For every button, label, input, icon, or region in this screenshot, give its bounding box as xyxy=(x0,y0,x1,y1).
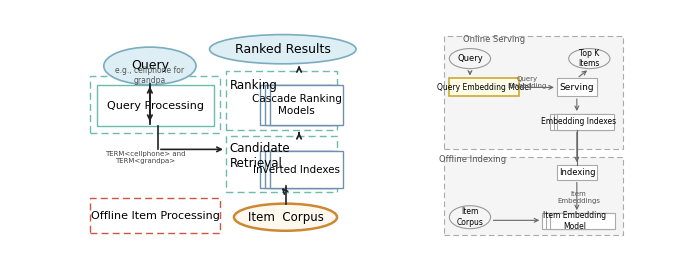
Text: Online Serving: Online Serving xyxy=(463,35,526,44)
Text: Candidate
Retrieval: Candidate Retrieval xyxy=(230,142,290,170)
Bar xyxy=(226,136,337,192)
Text: Ranking: Ranking xyxy=(230,79,277,92)
Text: TERM<cellphone> and
TERM<grandpa>: TERM<cellphone> and TERM<grandpa> xyxy=(105,151,186,164)
Bar xyxy=(554,114,610,130)
Text: Query Processing: Query Processing xyxy=(107,101,204,111)
Ellipse shape xyxy=(234,204,337,231)
Ellipse shape xyxy=(104,47,196,85)
Text: e.g., cellphone for
grandpa: e.g., cellphone for grandpa xyxy=(116,66,184,85)
Ellipse shape xyxy=(209,35,356,64)
Text: Query
Embedding: Query Embedding xyxy=(508,76,547,89)
Bar xyxy=(542,213,607,229)
Text: Indexing: Indexing xyxy=(559,168,596,177)
Bar xyxy=(449,78,519,96)
Bar xyxy=(546,213,611,229)
Ellipse shape xyxy=(449,206,491,229)
Bar xyxy=(556,165,598,180)
Text: Query Embedding Model: Query Embedding Model xyxy=(437,83,531,92)
Bar xyxy=(270,151,343,188)
Bar xyxy=(97,85,214,126)
Text: Inverted Indexes: Inverted Indexes xyxy=(253,165,340,175)
Text: Item Embedding
Model: Item Embedding Model xyxy=(543,211,606,231)
Bar xyxy=(260,151,333,188)
Ellipse shape xyxy=(568,49,610,69)
Bar xyxy=(444,157,624,235)
Text: Offline Item Processing: Offline Item Processing xyxy=(91,211,220,221)
Ellipse shape xyxy=(449,49,491,69)
Text: Query: Query xyxy=(131,59,169,72)
Text: Offline Indexing: Offline Indexing xyxy=(439,155,506,164)
Text: Item
Embeddings: Item Embeddings xyxy=(557,191,600,204)
Bar xyxy=(557,114,615,130)
Bar xyxy=(265,85,338,125)
Bar xyxy=(556,78,598,96)
Bar xyxy=(550,213,615,229)
Bar xyxy=(550,114,607,130)
Text: Serving: Serving xyxy=(560,83,594,92)
Text: Embedding Indexes: Embedding Indexes xyxy=(540,117,616,126)
Text: Cascade Ranking
Models: Cascade Ranking Models xyxy=(252,94,342,116)
Text: Item  Corpus: Item Corpus xyxy=(248,211,323,224)
Text: Ranked Results: Ranked Results xyxy=(235,43,330,56)
Text: Query: Query xyxy=(457,54,483,63)
Bar xyxy=(260,85,333,125)
Text: Item
Corpus: Item Corpus xyxy=(456,208,484,227)
Bar xyxy=(226,71,337,130)
Text: Top K
Items: Top K Items xyxy=(579,49,600,68)
Bar xyxy=(90,198,220,233)
Bar xyxy=(265,151,338,188)
Bar xyxy=(270,85,343,125)
Bar xyxy=(444,36,624,149)
Bar xyxy=(90,76,220,133)
